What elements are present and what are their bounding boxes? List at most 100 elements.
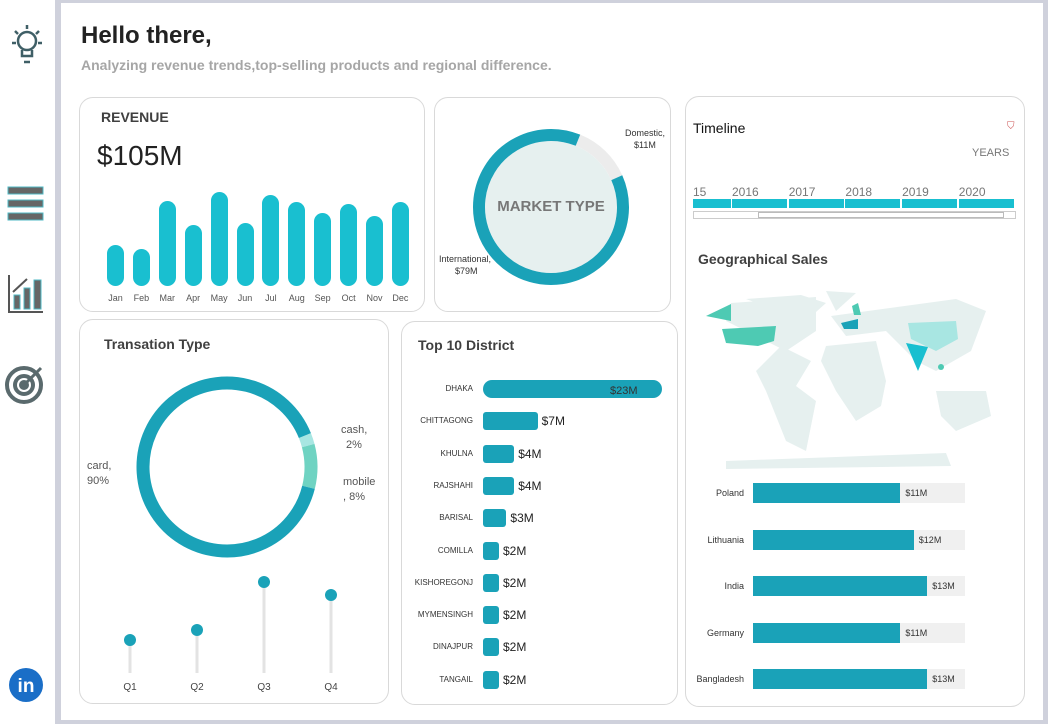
- revenue-bar: [158, 201, 176, 286]
- quarter-point[interactable]: [124, 634, 136, 646]
- mobile-slice[interactable]: [301, 443, 318, 489]
- country-bar: [753, 669, 928, 689]
- district-value: $2M: [503, 608, 527, 623]
- district-card: Top 10 District DHAKA $23M CHITTAGONG $7M KH…: [401, 321, 678, 705]
- market-donut-center: [485, 141, 617, 273]
- district-name: KISHOREGONJ: [414, 577, 473, 587]
- international-value: $79M: [455, 266, 478, 276]
- district-name: RAJSHAHI: [433, 480, 473, 490]
- country-label: Bangladesh: [696, 674, 744, 684]
- menu-icon[interactable]: [7, 186, 44, 221]
- revenue-bar: [340, 203, 358, 286]
- quarter-point[interactable]: [325, 589, 337, 601]
- revenue-month-label: Aug: [288, 293, 305, 303]
- country-label: Lithuania: [707, 534, 744, 545]
- clear-filter-icon[interactable]: ⛉: [1007, 121, 1015, 132]
- revenue-bar: [107, 244, 124, 286]
- card-slice[interactable]: [136, 376, 315, 558]
- geo-title: Geographical Sales: [698, 251, 828, 267]
- revenue-bar: [366, 215, 383, 286]
- cash-slice[interactable]: [298, 433, 315, 448]
- revenue-title: REVENUE: [101, 109, 169, 125]
- district-value: $7M: [541, 414, 565, 429]
- country-value: $12M: [918, 534, 942, 545]
- transaction-card: Transation Type card, 90% cash, 2% mobil…: [79, 319, 389, 704]
- revenue-month-label: Sep: [314, 293, 331, 303]
- district-bar: [483, 670, 499, 689]
- svg-text:in: in: [18, 676, 35, 697]
- quarter-point[interactable]: [258, 576, 270, 588]
- district-bar: [483, 444, 515, 463]
- market-type-card: MARKET TYPE Domestic, $11M International…: [434, 97, 671, 312]
- country-label: Poland: [715, 488, 744, 498]
- revenue-month-label: Mar: [159, 293, 176, 303]
- sidebar-icons: in: [5, 25, 44, 702]
- revenue-month-label: Jun: [237, 293, 253, 303]
- revenue-bar: [314, 213, 332, 286]
- mobile-pct: , 8%: [343, 491, 366, 503]
- revenue-bar: [184, 224, 202, 286]
- revenue-bar: [210, 192, 228, 286]
- timeline-scrollbar[interactable]: [693, 211, 1016, 219]
- country-value: $11M: [905, 488, 928, 498]
- country-label: India: [724, 581, 744, 591]
- cash-pct: 2%: [346, 439, 362, 451]
- district-bar: [483, 380, 663, 398]
- revenue-bar: [262, 195, 280, 286]
- district-bar: [483, 476, 515, 495]
- quarter-label: Q1: [123, 682, 137, 693]
- international-slice[interactable]: [473, 129, 629, 285]
- world-map[interactable]: [686, 291, 1026, 481]
- geo-card: Timeline ⛉ YEARS 15 2016 2017 2018 2019 2020 …: [685, 96, 1025, 707]
- card-label: card,: [87, 460, 112, 472]
- target-icon[interactable]: [5, 366, 43, 404]
- revenue-month-label: May: [210, 293, 228, 303]
- revenue-month-label: Jul: [265, 293, 277, 303]
- country-value: $13M: [932, 674, 955, 684]
- revenue-bar: [391, 201, 409, 286]
- district-bar: [483, 541, 499, 560]
- timeline-unit-dropdown[interactable]: YEARS: [972, 147, 1010, 159]
- timeline-title: Timeline: [693, 120, 746, 136]
- timeline-year-label: 2017: [788, 185, 816, 199]
- district-bar: [483, 606, 499, 625]
- domestic-slice[interactable]: [575, 134, 623, 181]
- district-name: TANGAIL: [439, 674, 473, 684]
- district-value: $3M: [510, 511, 534, 526]
- revenue-bar: [288, 201, 306, 286]
- quarter-label: Q2: [190, 682, 204, 693]
- market-type-title: MARKET TYPE: [497, 198, 605, 215]
- quarter-label: Q4: [324, 682, 338, 693]
- country-bar: [753, 622, 901, 643]
- revenue-card: REVENUE $105M Jan Feb Mar Apr May Jun Jul Aug Se…: [79, 97, 425, 312]
- country-bar: [753, 576, 928, 596]
- timeline-year-label: 15: [693, 185, 707, 199]
- linkedin-icon[interactable]: in: [9, 668, 43, 702]
- district-value: $4M: [518, 478, 542, 493]
- district-bar: [483, 638, 499, 657]
- district-value: $2M: [503, 640, 527, 655]
- timeline-year-bar: [958, 199, 1014, 208]
- district-name: DHAKA: [445, 384, 473, 393]
- lightbulb-icon[interactable]: [12, 25, 42, 64]
- district-bar: [483, 573, 499, 592]
- district-name: COMILLA: [437, 545, 473, 555]
- timeline-year-bar: [732, 199, 787, 208]
- revenue-month-label: Feb: [133, 293, 150, 303]
- revenue-total: $105M: [97, 140, 183, 171]
- chart-growth-icon[interactable]: [8, 275, 43, 313]
- quarter-point[interactable]: [191, 624, 203, 636]
- district-bar: [483, 509, 507, 528]
- timeline-year-label: 2018: [845, 185, 873, 199]
- timeline-year-label: 2020: [958, 185, 986, 199]
- district-name: BARISAL: [439, 513, 473, 523]
- timeline-year-label: 2019: [902, 185, 929, 199]
- timeline-year-bar: [788, 199, 844, 208]
- scrollbar-thumb[interactable]: [758, 212, 1004, 218]
- revenue-month-label: Jan: [108, 293, 123, 303]
- district-name: CHITTAGONG: [420, 416, 473, 426]
- district-value: $2M: [503, 543, 527, 558]
- district-value: $2M: [503, 575, 527, 590]
- district-value: $4M: [518, 446, 542, 461]
- revenue-month-label: Oct: [341, 293, 356, 303]
